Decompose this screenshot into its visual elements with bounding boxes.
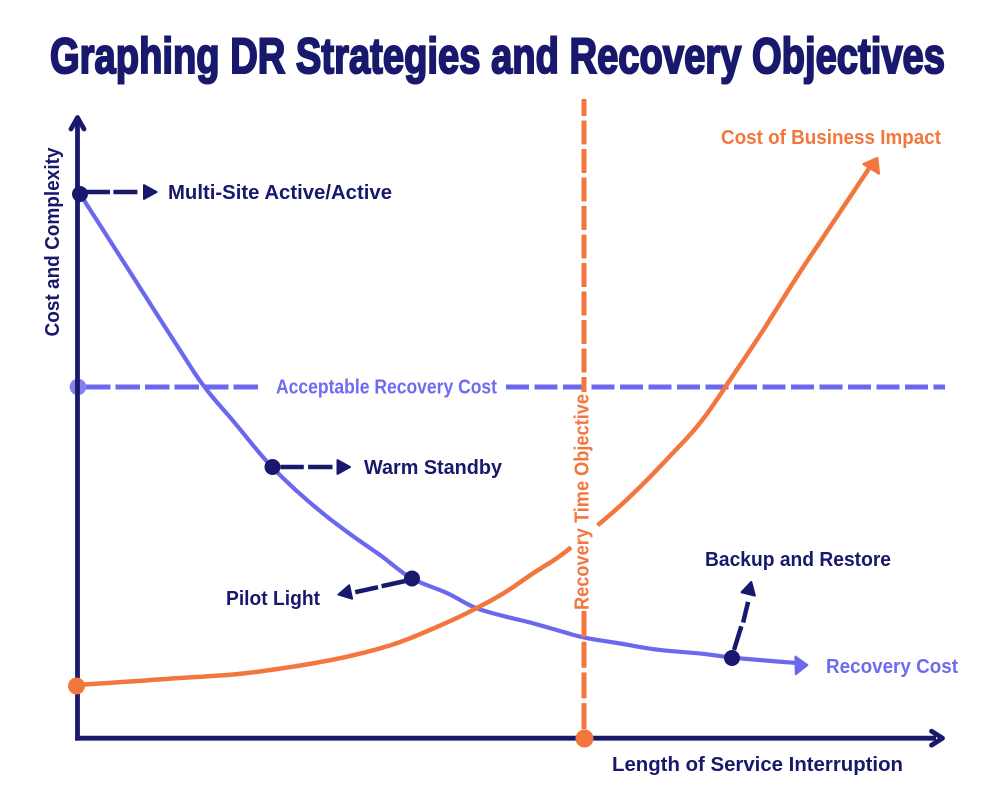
svg-text:Backup and Restore: Backup and Restore	[705, 549, 891, 571]
svg-text:Recovery Time Objective: Recovery Time Objective	[572, 394, 594, 610]
svg-text:Cost of Business Impact: Cost of Business Impact	[721, 127, 941, 149]
svg-text:Pilot Light: Pilot Light	[226, 588, 320, 610]
svg-text:Acceptable Recovery Cost: Acceptable Recovery Cost	[276, 377, 497, 399]
svg-text:Warm Standby: Warm Standby	[364, 457, 503, 479]
svg-text:Recovery Cost: Recovery Cost	[826, 656, 958, 678]
svg-text:Length of Service Interruption: Length of Service Interruption	[612, 753, 903, 776]
svg-text:Multi-Site Active/Active: Multi-Site Active/Active	[168, 182, 392, 204]
svg-text:Cost and Complexity: Cost and Complexity	[41, 147, 64, 337]
svg-text:Graphing DR Strategies and Rec: Graphing DR Strategies and Recovery Obje…	[50, 28, 945, 84]
